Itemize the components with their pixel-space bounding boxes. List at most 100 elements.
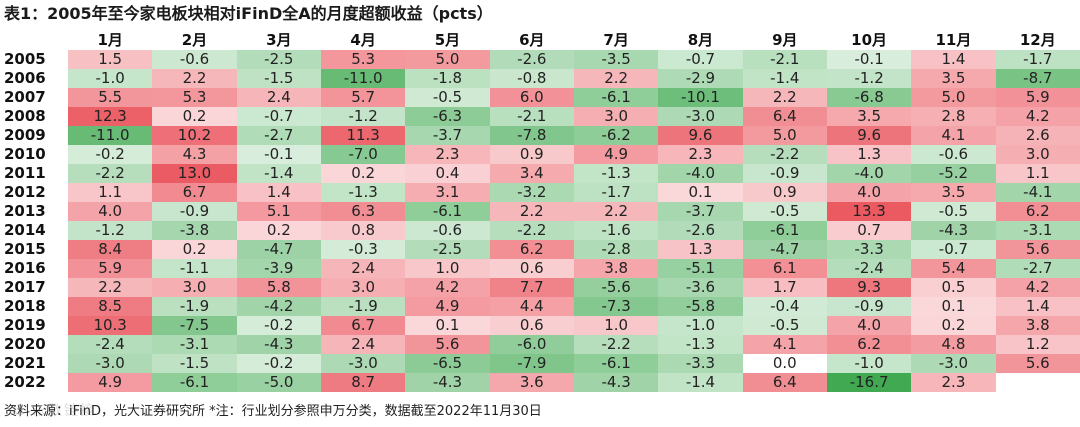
heat-cell: 3.8 bbox=[995, 316, 1080, 335]
month-header: 1月 bbox=[97, 31, 123, 49]
heat-cell: -4.0 bbox=[826, 164, 912, 183]
heat-cell: 3.1 bbox=[405, 183, 490, 202]
heat-cell: 0.5 bbox=[911, 278, 996, 297]
heat-cell: 0.2 bbox=[236, 221, 321, 240]
month-header: 8月 bbox=[687, 31, 714, 49]
heat-cell: 0.1 bbox=[658, 183, 743, 202]
heat-cell: 0.6 bbox=[489, 316, 574, 335]
heat-cell: 3.0 bbox=[320, 278, 406, 297]
heat-cell: -7.9 bbox=[489, 354, 574, 373]
heat-cell: 1.4 bbox=[236, 183, 321, 202]
heat-cell: -6.0 bbox=[489, 335, 574, 354]
heat-cell: 5.9 bbox=[68, 259, 153, 278]
year-label: 2006 bbox=[4, 69, 46, 87]
source-note: 资料来源：iFinD，光大证券研究所 *注：行业划分参照申万分类，数据截至202… bbox=[4, 404, 542, 419]
heat-cell: -0.2 bbox=[236, 354, 321, 373]
heat-cell: -1.5 bbox=[236, 69, 321, 88]
heat-cell: 3.0 bbox=[152, 278, 237, 297]
heat-cell: -0.6 bbox=[152, 50, 237, 69]
heat-cell: 4.9 bbox=[405, 297, 490, 316]
year-label: 2022 bbox=[4, 373, 46, 391]
heat-cell: -2.8 bbox=[573, 240, 659, 259]
heat-cell: -2.4 bbox=[68, 335, 153, 354]
heat-cell: -7.3 bbox=[573, 297, 659, 316]
heat-cell: 6.2 bbox=[489, 240, 574, 259]
heat-cell: -5.6 bbox=[573, 278, 659, 297]
heat-cell: 5.0 bbox=[911, 88, 996, 107]
heat-cell: 3.0 bbox=[995, 145, 1080, 164]
heat-cell: 4.1 bbox=[911, 126, 996, 145]
month-header: 4月 bbox=[350, 31, 376, 49]
heat-cell: 8.7 bbox=[320, 373, 406, 392]
heat-cell: 5.6 bbox=[995, 240, 1080, 259]
heat-cell: 4.1 bbox=[742, 335, 827, 354]
year-label: 2011 bbox=[4, 164, 46, 182]
heat-cell: 6.2 bbox=[826, 335, 912, 354]
heat-cell: 13.3 bbox=[826, 202, 912, 221]
heat-cell: -1.9 bbox=[320, 297, 406, 316]
table-header: 1月 2月 3月 4月 5月 6月 7月 8月 9月 10月 11月 12月 bbox=[0, 30, 1080, 50]
heat-cell: 0.9 bbox=[742, 183, 827, 202]
heat-cell: -2.2 bbox=[742, 145, 827, 164]
heat-cell: -6.1 bbox=[573, 88, 659, 107]
heat-cell: -2.6 bbox=[658, 221, 743, 240]
heat-cell: 0.2 bbox=[911, 316, 996, 335]
heat-cell: -0.5 bbox=[405, 88, 490, 107]
heat-cell: -3.5 bbox=[573, 50, 659, 69]
heat-cell: 6.2 bbox=[995, 202, 1080, 221]
heat-cell: -3.3 bbox=[658, 354, 743, 373]
heat-cell: -3.0 bbox=[911, 354, 996, 373]
heat-cell: -6.2 bbox=[573, 126, 659, 145]
heat-cell: 0.4 bbox=[405, 164, 490, 183]
year-label: 2017 bbox=[4, 278, 46, 296]
heat-cell: -6.1 bbox=[152, 373, 237, 392]
heat-cell: -1.6 bbox=[573, 221, 659, 240]
month-header: 12月 bbox=[1019, 31, 1056, 49]
heat-cell: -1.9 bbox=[152, 297, 237, 316]
heat-cell: -0.1 bbox=[826, 50, 912, 69]
year-label: 2016 bbox=[4, 259, 46, 277]
heat-cell: -0.9 bbox=[152, 202, 237, 221]
heat-cell: 2.4 bbox=[320, 259, 406, 278]
heat-cell: -2.4 bbox=[826, 259, 912, 278]
heat-cell: 5.0 bbox=[405, 50, 490, 69]
month-header: 6月 bbox=[519, 31, 545, 49]
heat-cell: -3.7 bbox=[658, 202, 743, 221]
heat-cell: -1.4 bbox=[742, 69, 827, 88]
heat-cell: 6.4 bbox=[742, 373, 827, 392]
heat-cell: -1.2 bbox=[826, 69, 912, 88]
heat-cell: 5.5 bbox=[68, 88, 153, 107]
heat-cell: -0.7 bbox=[236, 107, 321, 126]
heat-cell: 6.1 bbox=[742, 259, 827, 278]
heat-cell: 4.2 bbox=[405, 278, 490, 297]
heat-cell: 6.7 bbox=[152, 183, 237, 202]
year-label: 2005 bbox=[4, 50, 46, 68]
heat-cell: 10.3 bbox=[68, 316, 153, 335]
heat-cell: -16.7 bbox=[826, 373, 912, 392]
heat-cell: 3.5 bbox=[911, 183, 996, 202]
year-label: 2019 bbox=[4, 316, 46, 334]
heat-cell: 2.8 bbox=[911, 107, 996, 126]
heat-cell: 4.4 bbox=[489, 297, 574, 316]
heat-cell: 4.0 bbox=[826, 183, 912, 202]
heat-cell: 4.3 bbox=[152, 145, 237, 164]
heat-cell: -3.8 bbox=[152, 221, 237, 240]
heat-cell: -1.0 bbox=[658, 316, 743, 335]
year-label: 2013 bbox=[4, 202, 46, 220]
heat-cell: 2.2 bbox=[742, 88, 827, 107]
heat-cell: 2.4 bbox=[320, 335, 406, 354]
year-label: 2008 bbox=[4, 107, 46, 125]
heat-cell: -2.9 bbox=[658, 69, 743, 88]
heat-cell: 2.6 bbox=[995, 126, 1080, 145]
heat-cell: 1.1 bbox=[995, 164, 1080, 183]
heat-cell: -1.8 bbox=[405, 69, 490, 88]
month-header: 3月 bbox=[266, 31, 292, 49]
table-row: 2021 -3.0 -1.5 -0.2 -3.0 -6.5 -7.9 -6.1 -3.3 0.0-… bbox=[0, 354, 1080, 373]
heat-cell: -2.2 bbox=[68, 164, 153, 183]
heat-cell: 0.7 bbox=[826, 221, 912, 240]
heat-cell: 5.0 bbox=[742, 126, 827, 145]
heat-cell: -3.6 bbox=[658, 278, 743, 297]
year-label: 2010 bbox=[4, 145, 46, 163]
heat-cell: -0.7 bbox=[911, 240, 996, 259]
heat-cell: -1.7 bbox=[995, 50, 1080, 69]
